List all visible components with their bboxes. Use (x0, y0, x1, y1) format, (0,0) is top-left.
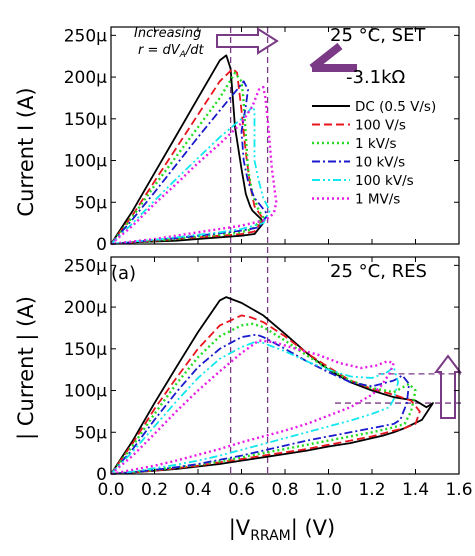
x-tick-label: 0.2 (141, 480, 168, 500)
bottom-y-axis-label: | Current | (A) (14, 296, 39, 440)
axes: 050μ100μ150μ200μ250μ050μ100μ150μ200μ250μ… (64, 26, 473, 500)
legend: DC (0.5 V/s) 100 V/s 1 kV/s 10 kV/s 100 kV/s… (312, 99, 436, 208)
increasing-rate-arrow (216, 27, 279, 55)
top-y-tick-label: 250μ (64, 26, 107, 46)
bottom-series-dc-0-5-v-s- (110, 296, 434, 475)
bottom-plot-frame (110, 256, 460, 475)
bottom-series-1-mv-s (110, 339, 395, 476)
bottom-y-tick-label: 50μ (75, 423, 108, 443)
x-tick-label: 1.4 (402, 480, 429, 500)
bottom-y-tick-label: 0 (96, 465, 107, 485)
bottom-condition-label: 25 °C, RES (330, 261, 427, 282)
top-series-1-mv-s (110, 85, 278, 246)
slope-resistance-label: -3.1kΩ (346, 67, 406, 88)
top-y-tick-label: 0 (96, 235, 107, 255)
legend-entry-label: 100 kV/s (355, 173, 414, 189)
x-axis-label: |VRRAM| (V) (229, 516, 336, 544)
top-y-axis-label: Current I (A) (14, 87, 38, 216)
top-condition-label: 25 °C, SET (330, 25, 426, 46)
x-tick-label: 0.0 (97, 480, 124, 500)
top-series-100-kv-s (110, 105, 271, 245)
legend-entry-label: 1 MV/s (355, 192, 400, 208)
legend-entry-label: DC (0.5 V/s) (355, 99, 436, 115)
x-tick-label: 1.0 (315, 480, 342, 500)
top-y-tick-label: 200μ (64, 68, 107, 88)
x-tick-label: 0.8 (271, 480, 298, 500)
top-y-tick-label: 150μ (64, 110, 107, 130)
increasing-rate-label-line2: r = dVA/dt (138, 43, 204, 60)
top-y-tick-label: 100μ (64, 152, 107, 172)
increasing-rate-label-line1: Increasing (134, 26, 201, 41)
bottom-y-tick-label: 250μ (64, 256, 107, 276)
bottom-series-10-kv-s (110, 333, 410, 475)
panel-label: (a) (111, 263, 136, 284)
legend-entry-label: 10 kV/s (355, 155, 405, 171)
x-tick-label: 1.6 (445, 480, 472, 500)
x-tick-label: 1.2 (358, 480, 385, 500)
x-tick-label: 0.4 (184, 480, 211, 500)
bottom-series-100-kv-s (110, 341, 400, 475)
bottom-series-100-v-s (110, 314, 421, 475)
top-series-group (110, 54, 278, 246)
top-plot-frame (110, 26, 460, 245)
bottom-y-tick-label: 100μ (64, 382, 107, 402)
bottom-y-tick-label: 150μ (64, 340, 107, 360)
x-tick-label: 0.6 (228, 480, 255, 500)
bottom-y-tick-label: 200μ (64, 298, 107, 318)
guide-lines (216, 27, 462, 474)
top-y-tick-label: 50μ (75, 193, 108, 213)
top-series-dc-0-5-v-s- (110, 54, 265, 245)
legend-entry-label: 1 kV/s (355, 136, 397, 152)
top-series-10-kv-s (110, 80, 269, 245)
increasing-current-arrow (434, 354, 462, 419)
slope-indicator (309, 42, 357, 72)
bottom-series-1-kv-s (110, 322, 417, 476)
legend-entry-label: 100 V/s (355, 118, 406, 134)
bottom-series-group (110, 296, 434, 476)
